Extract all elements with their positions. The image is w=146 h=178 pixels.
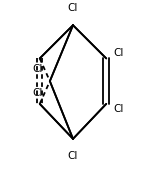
Text: Cl: Cl (113, 104, 124, 114)
Text: Cl: Cl (68, 151, 78, 161)
Text: Cl: Cl (32, 88, 43, 98)
Text: Cl: Cl (32, 64, 43, 74)
Text: Cl: Cl (113, 48, 124, 58)
Text: Cl: Cl (68, 3, 78, 13)
